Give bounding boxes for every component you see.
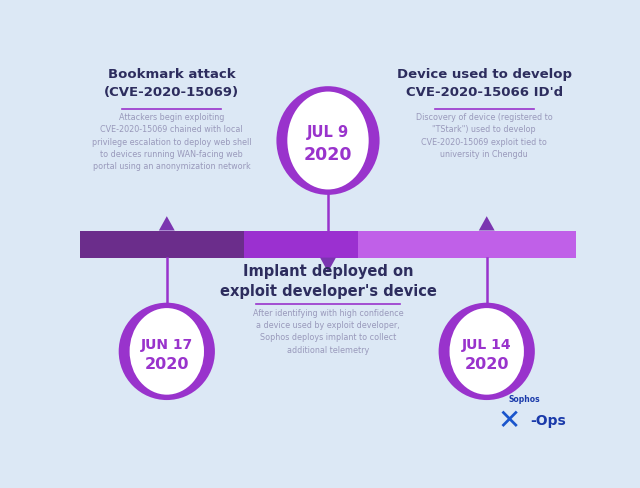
Text: Sophos: Sophos <box>508 394 540 404</box>
Ellipse shape <box>130 308 204 395</box>
Bar <box>358 231 576 258</box>
Ellipse shape <box>118 303 215 400</box>
Ellipse shape <box>449 308 524 395</box>
Text: Discovery of device (registered to
"TStark") used to develop
CVE-2020-15069 expl: Discovery of device (registered to "TSta… <box>416 113 552 159</box>
Text: JUL 9: JUL 9 <box>307 125 349 140</box>
Text: Device used to develop
CVE-2020-15066 ID'd: Device used to develop CVE-2020-15066 ID… <box>397 68 572 99</box>
Bar <box>244 231 358 258</box>
Text: Attackers begin exploiting
CVE-2020-15069 chained with local
privilege escalatio: Attackers begin exploiting CVE-2020-1506… <box>92 113 252 170</box>
Text: JUN 17: JUN 17 <box>141 337 193 351</box>
Text: 2020: 2020 <box>145 356 189 371</box>
Text: ✕: ✕ <box>497 406 521 434</box>
Text: JUL 14: JUL 14 <box>462 337 511 351</box>
Text: Implant deployed on
exploit developer's device: Implant deployed on exploit developer's … <box>220 264 436 299</box>
Ellipse shape <box>276 87 380 196</box>
Text: After identifying with high confidence
a device used by exploit developer,
Sopho: After identifying with high confidence a… <box>253 308 403 354</box>
Polygon shape <box>159 217 175 231</box>
Polygon shape <box>320 258 336 272</box>
Ellipse shape <box>438 303 535 400</box>
Text: -Ops: -Ops <box>531 413 566 427</box>
Text: 2020: 2020 <box>465 356 509 371</box>
Polygon shape <box>479 217 495 231</box>
Bar <box>80 231 244 258</box>
Ellipse shape <box>287 92 369 190</box>
Text: Bookmark attack
(CVE-2020-15069): Bookmark attack (CVE-2020-15069) <box>104 68 239 99</box>
Text: 2020: 2020 <box>304 146 352 164</box>
